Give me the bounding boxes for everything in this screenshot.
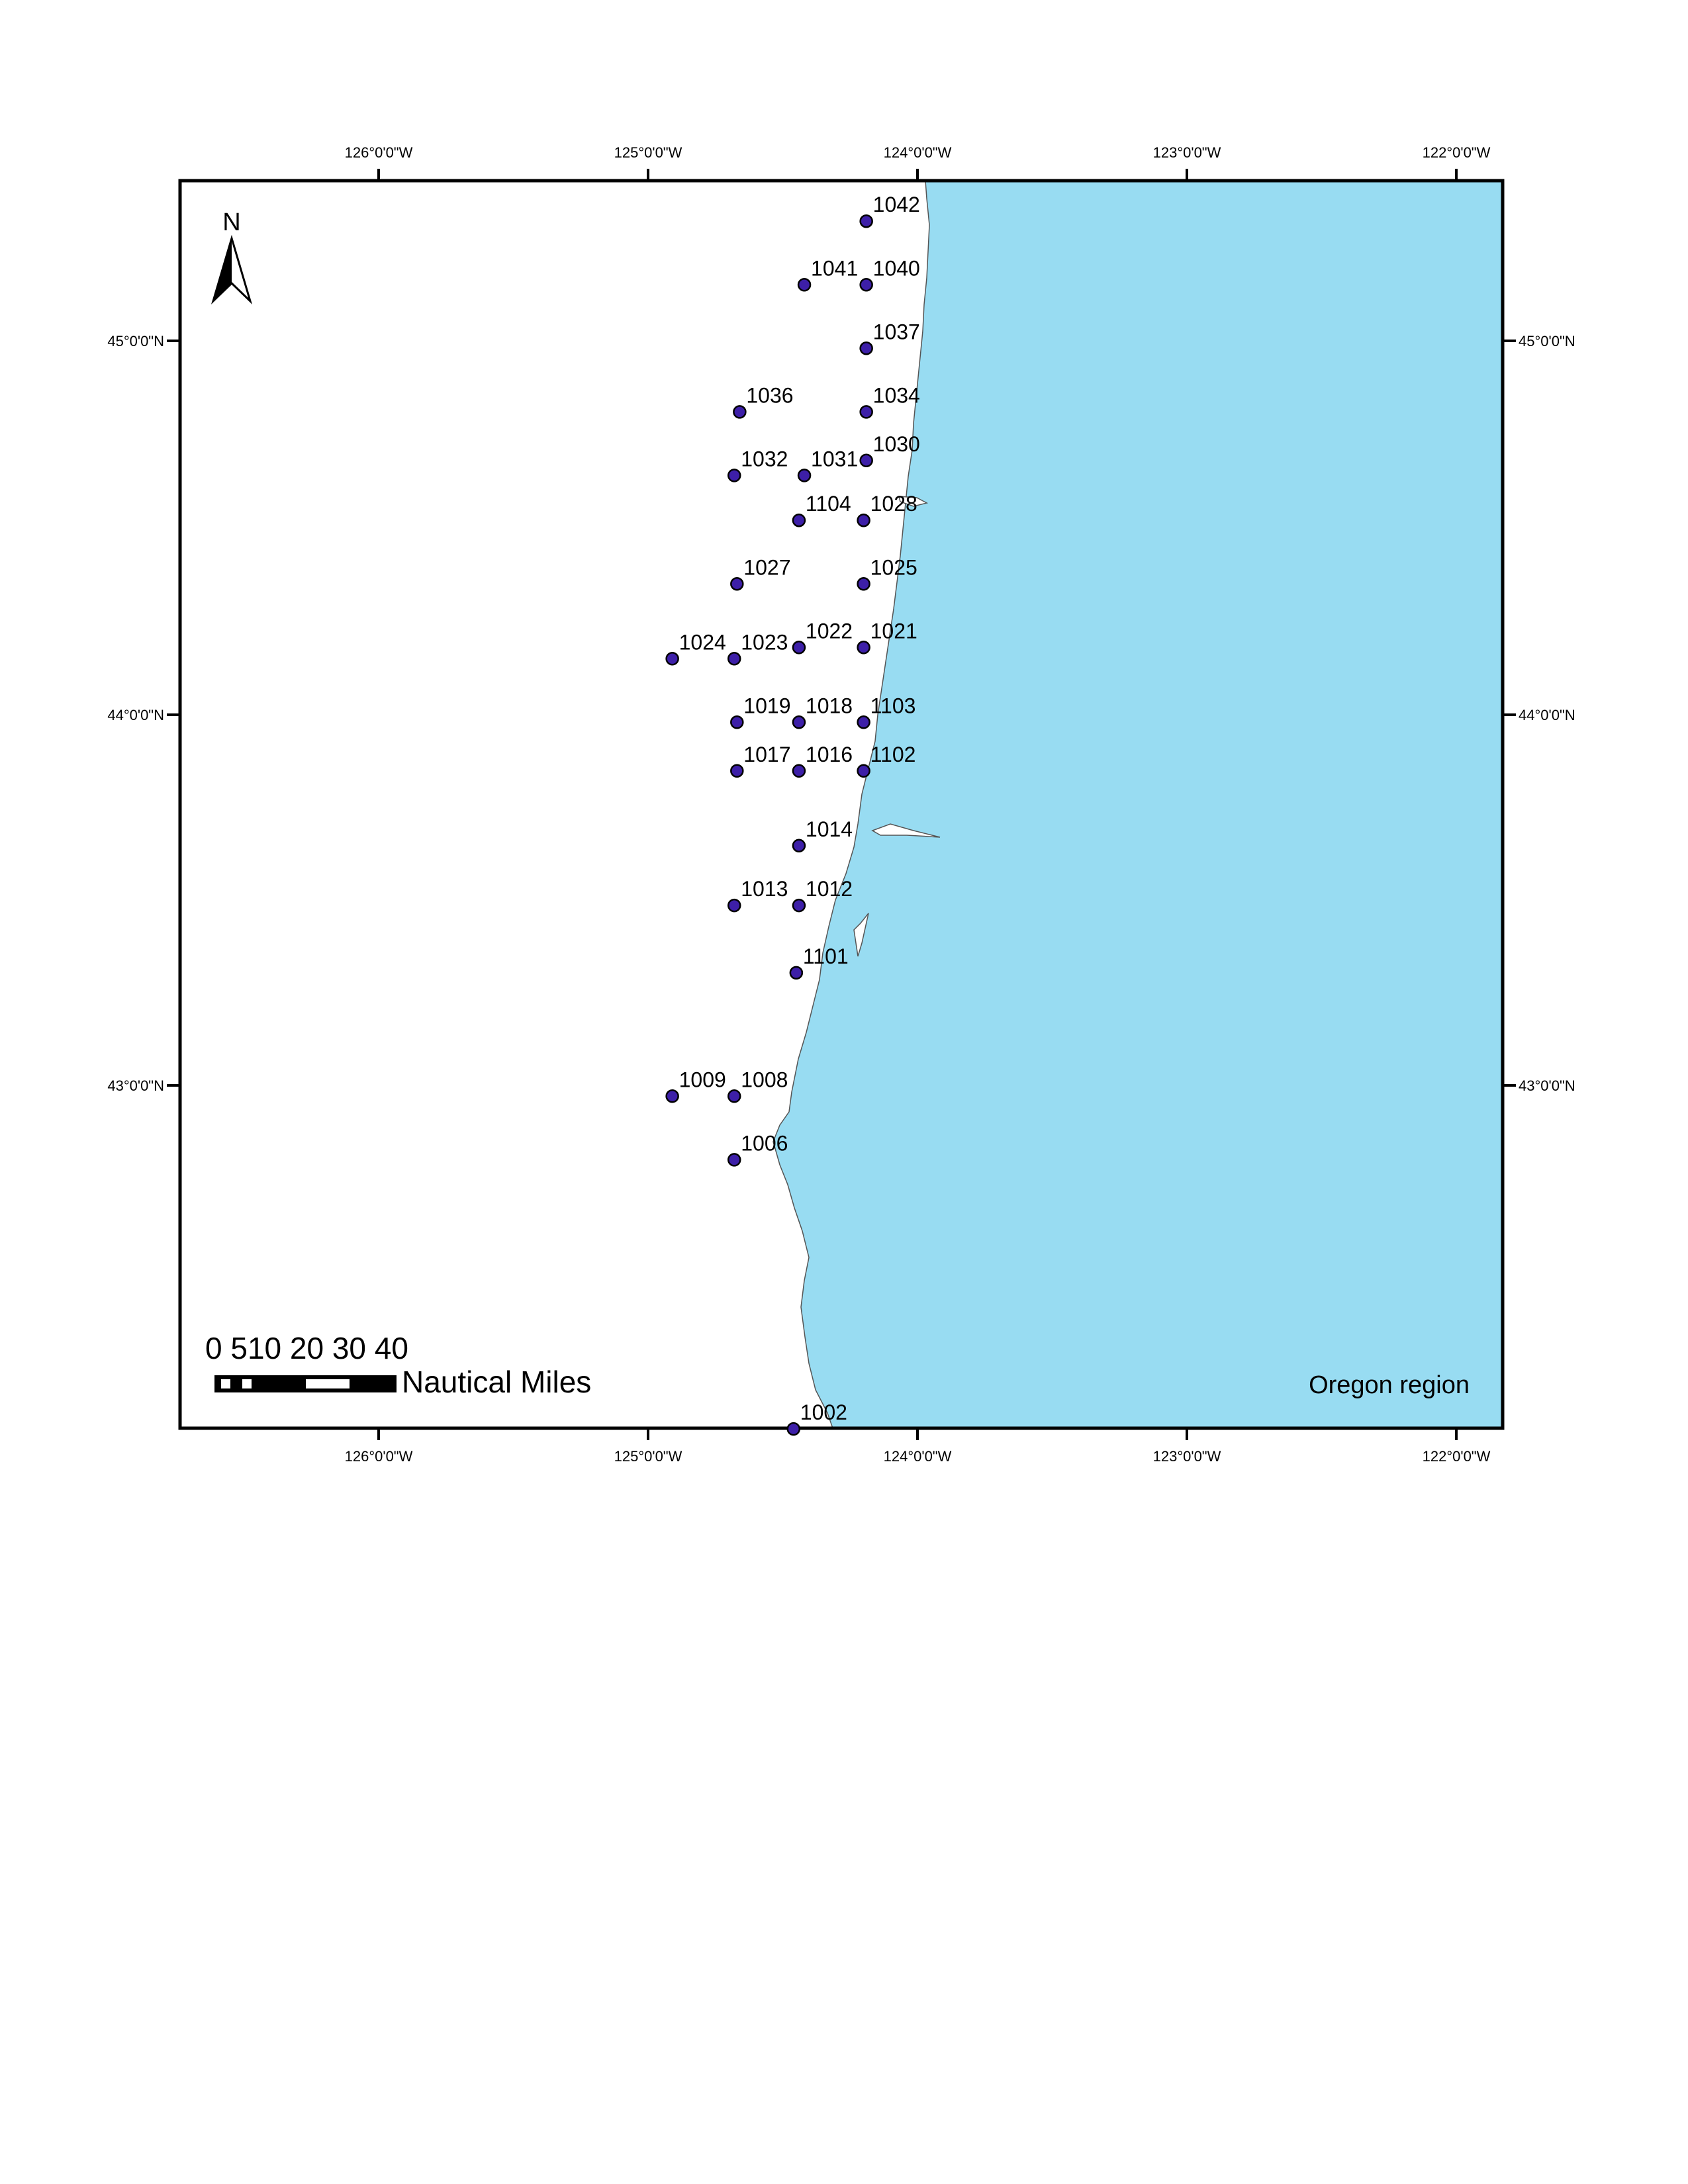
station-label: 1019 xyxy=(743,694,790,717)
north-arrow: N xyxy=(211,208,253,305)
station-label: 1037 xyxy=(873,320,920,343)
map-frame xyxy=(178,179,1505,1430)
scale-seg-1 xyxy=(221,1379,230,1388)
station-label: 1014 xyxy=(806,817,853,841)
scale-bar-outline xyxy=(214,1375,397,1392)
station-label: 1016 xyxy=(806,743,853,766)
station-label: 1021 xyxy=(870,619,917,643)
lon-tick-label: 126°0'0"W xyxy=(345,1448,413,1465)
station-marker[interactable] xyxy=(859,405,873,419)
station-marker[interactable] xyxy=(730,764,744,778)
station-marker[interactable] xyxy=(733,405,747,419)
estuary-coos-bay xyxy=(853,913,869,957)
station-label: 1024 xyxy=(679,630,726,654)
lat-tick-label: 43°0'0"N xyxy=(1519,1077,1575,1094)
lon-tick-label: 122°0'0"W xyxy=(1423,1448,1491,1465)
station-marker[interactable] xyxy=(792,764,806,778)
scale-units: Nautical Miles xyxy=(402,1365,591,1399)
station-label: 1041 xyxy=(811,256,858,280)
station-marker[interactable] xyxy=(727,469,741,482)
station-marker[interactable] xyxy=(786,1422,801,1436)
station-layer: 1042 1041 1040 1037 1036 1034 1032 1031 1030 1104… xyxy=(665,193,920,1436)
station-marker[interactable] xyxy=(857,577,870,591)
station-label: 1103 xyxy=(870,694,916,717)
station-label: 1028 xyxy=(870,492,917,516)
estuary-umpqua xyxy=(871,823,941,838)
station-marker[interactable] xyxy=(859,278,873,292)
longitude-ticks: 126°0'0"W 126°0'0"W 125°0'0"W 125°0'0"W 124°… xyxy=(345,144,1491,1465)
station-label: 1104 xyxy=(806,492,851,516)
station-marker[interactable] xyxy=(665,1089,679,1103)
station-marker[interactable] xyxy=(797,469,812,482)
station-label: 1013 xyxy=(741,877,788,901)
station-label: 1025 xyxy=(870,555,917,579)
lat-tick-label: 45°0'0"N xyxy=(107,333,164,349)
station-label: 1101 xyxy=(803,944,849,968)
scale-numbers: 0 510 20 30 40 xyxy=(205,1331,408,1365)
scale-bar: 0 510 20 30 40 Nautical Miles xyxy=(205,1331,591,1399)
station-marker[interactable] xyxy=(792,898,806,913)
station-marker[interactable] xyxy=(727,898,741,913)
region-label: Oregon region xyxy=(1309,1371,1470,1399)
station-label: 1042 xyxy=(873,193,920,216)
lat-tick-label: 43°0'0"N xyxy=(107,1077,164,1094)
station-marker[interactable] xyxy=(857,513,870,527)
station-marker[interactable] xyxy=(792,715,806,729)
station-marker[interactable] xyxy=(859,341,873,355)
station-label: 1023 xyxy=(741,630,788,654)
lon-tick-label: 125°0'0"W xyxy=(614,144,682,161)
station-marker[interactable] xyxy=(727,1089,741,1103)
lon-tick-label: 126°0'0"W xyxy=(345,144,413,161)
station-label: 1006 xyxy=(741,1131,788,1155)
scale-seg-2 xyxy=(242,1379,252,1388)
station-label: 1102 xyxy=(870,743,916,766)
lon-tick-label: 122°0'0"W xyxy=(1423,144,1491,161)
lon-tick-label: 123°0'0"W xyxy=(1153,1448,1221,1465)
north-label: N xyxy=(222,208,240,236)
station-marker[interactable] xyxy=(727,1153,741,1167)
station-label: 1032 xyxy=(741,447,788,471)
station-label: 1022 xyxy=(806,619,853,643)
north-arrow-shade xyxy=(213,238,232,301)
station-marker[interactable] xyxy=(792,513,806,527)
land-area xyxy=(773,180,1503,1429)
station-label: 1027 xyxy=(743,555,790,579)
lat-tick-label: 44°0'0"N xyxy=(1519,707,1575,723)
station-marker[interactable] xyxy=(859,453,873,468)
station-label: 1009 xyxy=(679,1068,726,1091)
lon-tick-label: 123°0'0"W xyxy=(1153,144,1221,161)
station-marker[interactable] xyxy=(730,715,744,729)
station-marker[interactable] xyxy=(857,715,870,729)
station-marker[interactable] xyxy=(792,839,806,852)
station-label: 1034 xyxy=(873,383,920,407)
station-marker[interactable] xyxy=(730,577,744,591)
lat-tick-label: 45°0'0"N xyxy=(1519,333,1575,349)
latitude-ticks: 45°0'0"N 45°0'0"N 44°0'0"N 44°0'0"N 43°0'0"N… xyxy=(107,333,1575,1094)
station-label: 1002 xyxy=(800,1400,847,1424)
station-label: 1017 xyxy=(743,743,790,766)
station-marker[interactable] xyxy=(857,641,870,655)
station-marker[interactable] xyxy=(789,966,804,980)
station-label: 1030 xyxy=(873,432,920,456)
station-label: 1012 xyxy=(806,877,853,901)
station-marker[interactable] xyxy=(857,764,870,778)
station-marker[interactable] xyxy=(727,652,741,666)
station-marker[interactable] xyxy=(859,214,873,228)
lon-tick-label: 124°0'0"W xyxy=(884,1448,952,1465)
scale-seg-3 xyxy=(306,1379,350,1388)
estuary-yaquina xyxy=(898,496,929,507)
station-marker[interactable] xyxy=(665,652,679,666)
station-marker[interactable] xyxy=(792,641,806,655)
station-label: 1031 xyxy=(811,447,858,471)
station-marker[interactable] xyxy=(797,278,812,292)
station-label: 1008 xyxy=(741,1068,788,1091)
station-label: 1040 xyxy=(873,256,920,280)
station-label: 1036 xyxy=(746,383,793,407)
station-label: 1018 xyxy=(806,694,853,717)
lon-tick-label: 125°0'0"W xyxy=(614,1448,682,1465)
lat-tick-label: 44°0'0"N xyxy=(107,707,164,723)
lon-tick-label: 124°0'0"W xyxy=(884,144,952,161)
